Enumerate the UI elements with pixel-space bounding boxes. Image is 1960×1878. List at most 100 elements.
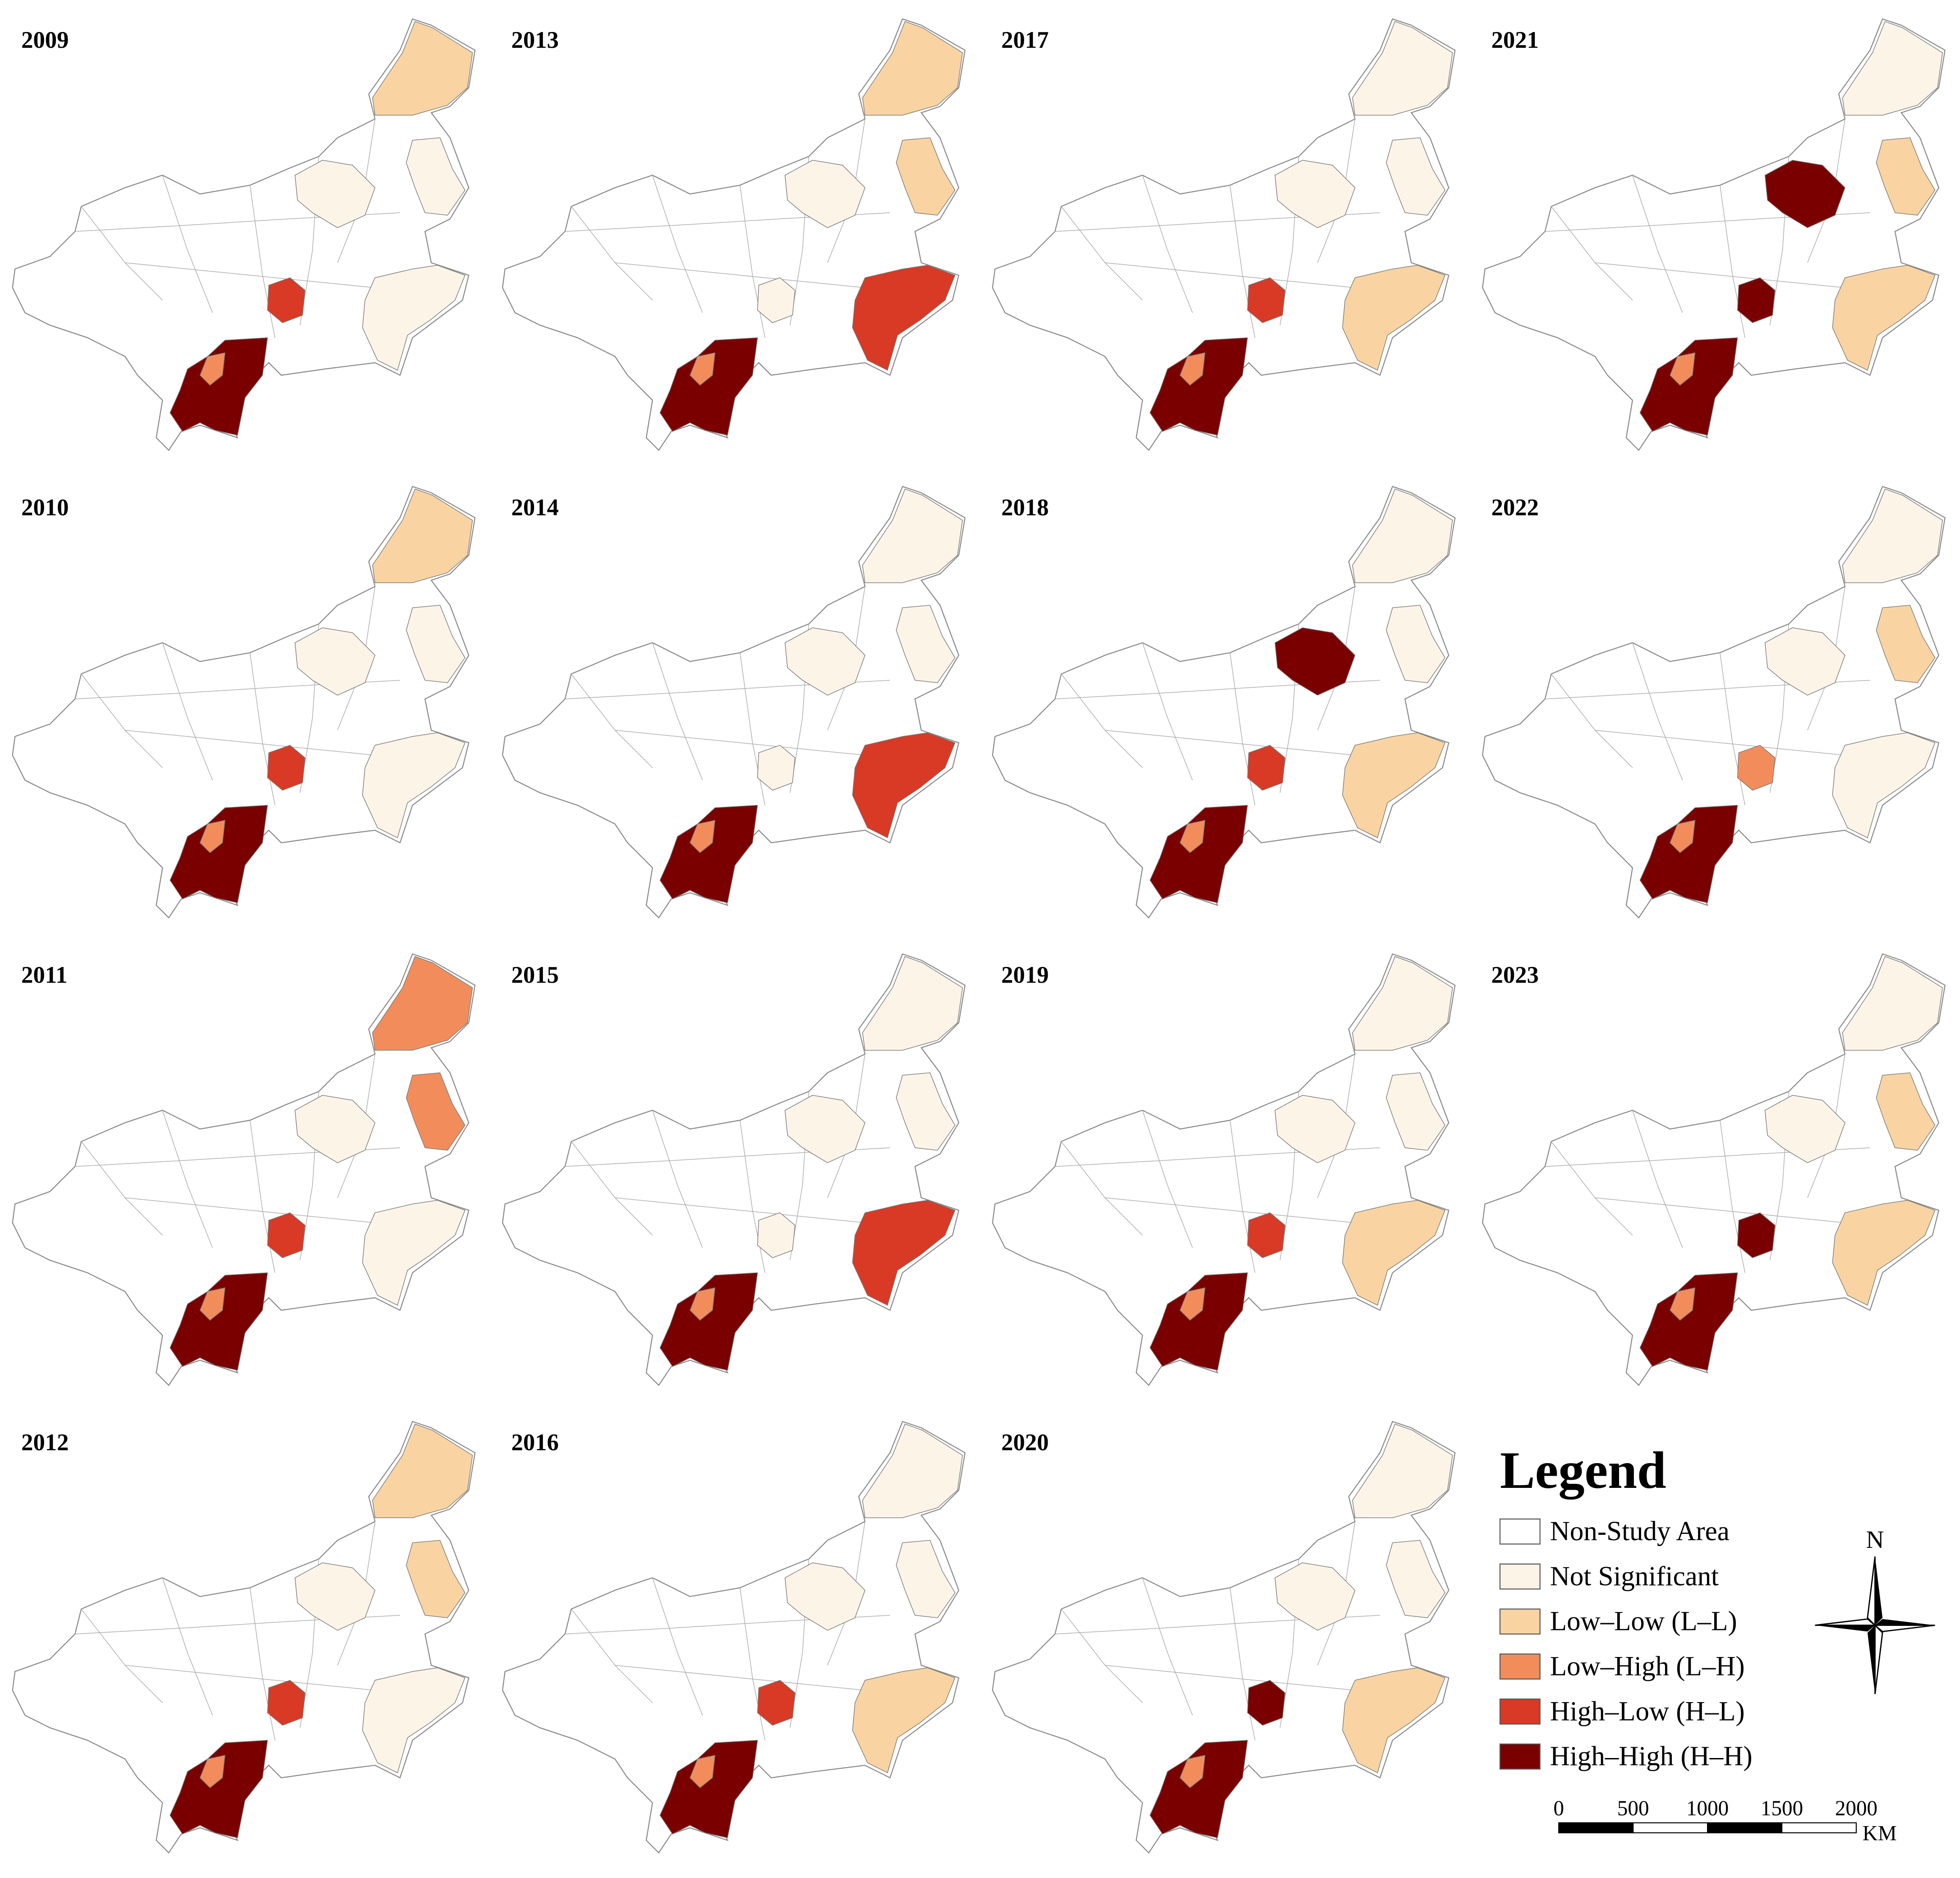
- map-panel: 2009: [12, 18, 476, 451]
- legend-swatch: [1499, 1563, 1541, 1590]
- legend: Legend Non-Study Area Not Significant Low–…: [1499, 1441, 1753, 1772]
- cluster-region: [1274, 160, 1356, 228]
- scale-label: 2000: [1835, 1797, 1877, 1820]
- region-outline: [992, 486, 1456, 919]
- cluster-region: [1670, 352, 1696, 386]
- cluster-region: [199, 819, 225, 853]
- cluster-region: [406, 137, 465, 216]
- region-border: [615, 1197, 865, 1223]
- region-outline: [12, 953, 476, 1386]
- cluster-region: [406, 1540, 465, 1618]
- map-panel: 2023: [1482, 953, 1946, 1386]
- scale-label: 1000: [1686, 1797, 1729, 1820]
- cluster-region: [659, 1272, 758, 1371]
- cluster-region: [199, 352, 225, 386]
- region-border: [1105, 1197, 1355, 1223]
- cluster-region: [852, 732, 956, 838]
- panel-title: 2014: [511, 494, 559, 520]
- map-panel: 2010: [12, 486, 476, 919]
- region-border: [1142, 175, 1193, 313]
- cluster-region: [1274, 627, 1356, 696]
- cluster-region: [862, 956, 963, 1051]
- cluster-region: [1386, 1540, 1445, 1618]
- legend-swatch: [1499, 1518, 1541, 1545]
- cluster-region: [1274, 1562, 1356, 1631]
- panel-title: 2015: [511, 962, 559, 988]
- cluster-region: [1179, 819, 1205, 853]
- region-border: [652, 175, 703, 313]
- legend-swatch: [1499, 1653, 1541, 1680]
- region-border: [1229, 1588, 1256, 1740]
- cluster-region: [896, 605, 956, 683]
- compass-needle: [1867, 1625, 1875, 1694]
- region-border: [162, 175, 213, 313]
- cluster-region: [659, 1740, 758, 1838]
- panel-title: 2018: [1001, 494, 1049, 520]
- cluster-region: [659, 805, 758, 903]
- region-outline: [502, 953, 966, 1386]
- legend-title: Legend: [1500, 1441, 1666, 1500]
- region-border: [1229, 185, 1256, 338]
- cluster-region: [1764, 627, 1845, 696]
- compass-needle: [1815, 1625, 1875, 1632]
- region-outline: [1482, 18, 1946, 451]
- cluster-region: [1247, 1212, 1286, 1258]
- map-panel: 2022: [1482, 486, 1946, 919]
- cluster-region: [1342, 265, 1445, 371]
- region-border: [249, 1588, 276, 1740]
- panel-title: 2010: [21, 494, 69, 520]
- region-border: [162, 1110, 213, 1248]
- cluster-region: [1386, 605, 1445, 683]
- map-panel: 2012: [12, 1421, 476, 1854]
- map-panel: 2018: [992, 486, 1456, 919]
- scale-unit: KM: [1863, 1822, 1897, 1845]
- region-border: [1105, 1665, 1355, 1691]
- cluster-region: [1737, 745, 1776, 791]
- cluster-region: [1832, 265, 1936, 371]
- legend-label: Low–Low (L–L): [1550, 1606, 1737, 1637]
- cluster-region: [362, 1667, 465, 1773]
- cluster-region: [690, 352, 716, 386]
- region-border: [740, 1120, 765, 1273]
- region-border: [1632, 175, 1683, 313]
- cluster-region: [784, 627, 865, 696]
- legend-label: Non-Study Area: [1550, 1516, 1730, 1547]
- compass-needle: [1875, 1556, 1883, 1625]
- region-border: [1551, 206, 1633, 301]
- map-panel: 2014: [502, 486, 966, 919]
- map-panel: 2020: [992, 1421, 1456, 1854]
- region-border: [125, 1197, 375, 1223]
- region-outline: [992, 1421, 1456, 1854]
- region-border: [1142, 1110, 1193, 1248]
- cluster-region: [1150, 337, 1248, 436]
- cluster-region: [1639, 805, 1738, 903]
- scale-segment: [1558, 1822, 1634, 1833]
- cluster-region: [1670, 1287, 1696, 1321]
- cluster-region: [1639, 1272, 1738, 1371]
- panel-title: 2022: [1491, 494, 1539, 520]
- cluster-region: [1764, 160, 1845, 228]
- cluster-region: [199, 1755, 225, 1788]
- compass: N: [1815, 1526, 1935, 1694]
- panel-title: 2016: [511, 1430, 559, 1456]
- cluster-region: [1150, 805, 1248, 903]
- cluster-region: [267, 277, 306, 323]
- compass-label: N: [1866, 1526, 1884, 1553]
- cluster-region: [1179, 1755, 1205, 1788]
- region-border: [1142, 1578, 1193, 1716]
- cluster-region: [784, 1095, 865, 1163]
- cluster-region: [1352, 956, 1453, 1051]
- panel-title: 2021: [1491, 27, 1539, 53]
- cluster-region: [1876, 137, 1936, 216]
- cluster-region: [267, 1212, 306, 1258]
- region-outline: [502, 18, 966, 451]
- region-outline: [12, 18, 476, 451]
- panel-title: 2013: [511, 27, 559, 53]
- map-panel: 2019: [992, 953, 1456, 1386]
- cluster-region: [1737, 1212, 1776, 1258]
- map-panel: 2021: [1482, 18, 1946, 451]
- panel-title: 2009: [21, 27, 69, 53]
- cluster-region: [267, 1680, 306, 1726]
